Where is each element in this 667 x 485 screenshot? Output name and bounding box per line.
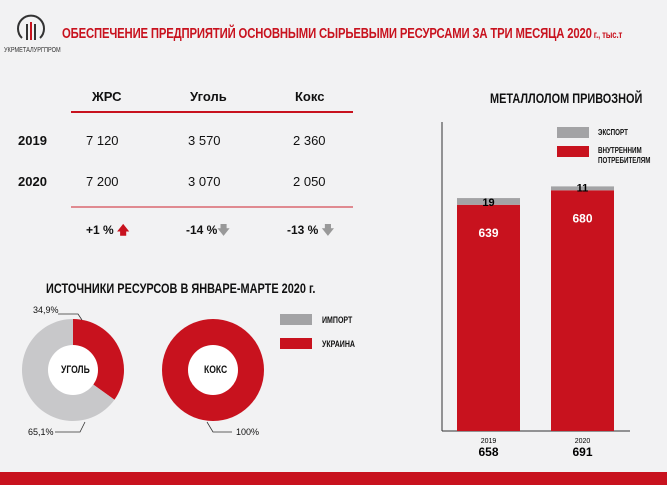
bar-domestic	[551, 190, 614, 431]
leader-line	[58, 313, 83, 321]
col-header-zhrs: ЖРС	[92, 89, 122, 104]
pie-center-coke: КОКС	[204, 364, 228, 376]
x-tick-label: 2020	[575, 438, 591, 445]
col-header-coke: Кокс	[295, 89, 325, 104]
arrow-down-icon: 🡇	[217, 223, 230, 237]
cell: 7 200	[86, 174, 119, 189]
pie-coal	[22, 319, 125, 421]
legend-swatch-import	[280, 314, 312, 325]
pie-label-ukraine: 34,9%	[33, 305, 59, 315]
cell: 2 360	[293, 133, 326, 148]
cell: 3 070	[188, 174, 221, 189]
bar-label-export: 19	[482, 197, 494, 209]
change-coal: -14 %🡇	[186, 223, 230, 237]
page-title: ОБЕСПЕЧЕНИЕ ПРЕДПРИЯТИЙ ОСНОВНЫМИ СЫРЬЕВ…	[62, 26, 623, 42]
cell: 2 050	[293, 174, 326, 189]
cell: 7 120	[86, 133, 119, 148]
bottom-bar	[0, 472, 667, 485]
leader-line	[55, 421, 86, 433]
bar-label-export: 11	[577, 182, 589, 194]
legend-domestic: ВНУТРЕННИМ ПОТРЕБИТЕЛЯМ	[598, 146, 651, 165]
pie-label-import: 65,1%	[28, 427, 54, 437]
change-coke: -13 % 🡇	[287, 223, 335, 237]
bar-export	[551, 186, 614, 191]
bar-total-label: 691	[572, 445, 592, 459]
logo-text: УКРМЕТАЛУРГПРОМ	[4, 47, 61, 54]
leader-line	[206, 421, 232, 433]
legend-swatch-domestic	[557, 146, 589, 157]
bar-chart-title: МЕТАЛЛОЛОМ ПРИВОЗНОЙ	[490, 90, 643, 106]
bar-export	[457, 198, 520, 205]
pie-section-title: ИСТОЧНИКИ РЕСУРСОВ В ЯНВАРЕ-МАРТЕ 2020 г…	[46, 280, 316, 296]
footer-divider	[71, 206, 353, 208]
bar-label-domestic: 680	[572, 211, 592, 225]
row-year-2020: 2020	[18, 174, 47, 189]
pie-hole	[48, 345, 98, 395]
pie-label-coke: 100%	[236, 427, 260, 437]
legend-swatch-ukraine	[280, 338, 312, 349]
arrow-up-icon: 🡅	[117, 223, 130, 237]
legend-export: ЭКСПОРТ	[598, 128, 628, 137]
bar-total-label: 658	[478, 445, 498, 459]
col-header-coal: Уголь	[190, 89, 227, 104]
arrow-down-icon: 🡇	[321, 223, 335, 237]
header-divider	[71, 111, 353, 113]
legend-ukraine: УКРАИНА	[322, 339, 355, 349]
legend-swatch-export	[557, 127, 589, 138]
logo-icon	[17, 14, 45, 40]
legend-import: ИМПОРТ	[322, 315, 353, 325]
pie-slice	[73, 319, 125, 400]
bar-label-domestic: 639	[478, 226, 498, 240]
row-year-2019: 2019	[18, 133, 47, 148]
x-tick-label: 2019	[481, 438, 497, 445]
pie-charts	[22, 313, 264, 433]
pie-coke	[162, 319, 264, 421]
pie-hole	[188, 345, 238, 395]
cell: 3 570	[188, 133, 221, 148]
bar-domestic	[457, 204, 520, 431]
pie-center-coal: УГОЛЬ	[61, 364, 90, 376]
change-zhrs: +1 % 🡅	[86, 223, 130, 237]
